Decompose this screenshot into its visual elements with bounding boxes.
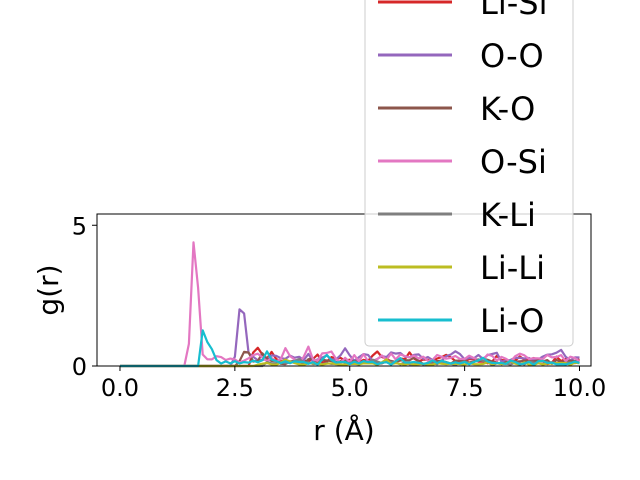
legend-label: O-O — [480, 37, 544, 75]
legend-label: K-O — [480, 90, 535, 128]
y-tick-label: 0 — [72, 353, 87, 381]
y-tick-label: 5 — [72, 212, 87, 240]
legend: Li-Si O-O K-O O-Si K-Li Li-Li Li-O — [364, 0, 574, 347]
x-axis-label: r (Å) — [313, 413, 374, 447]
x-tick-label: 0.0 — [101, 374, 139, 402]
x-tick-label: 7.5 — [446, 374, 484, 402]
legend-box — [364, 0, 574, 347]
legend-label: Li-O — [480, 302, 544, 340]
plot-frame — [96, 213, 592, 367]
x-axis: 0.0 2.5 5.0 7.5 10.0 — [101, 366, 606, 402]
x-tick-label: 5.0 — [331, 374, 369, 402]
x-tick-label: 2.5 — [216, 374, 254, 402]
legend-label: Li-Li — [480, 249, 545, 287]
legend-label: O-Si — [480, 143, 547, 181]
y-axis: 05 — [72, 212, 97, 381]
x-tick-label: 10.0 — [553, 374, 606, 402]
legend-label: Li-Si — [480, 0, 547, 22]
y-axis-label: g(r) — [32, 264, 65, 315]
legend-label: K-Li — [480, 196, 536, 234]
